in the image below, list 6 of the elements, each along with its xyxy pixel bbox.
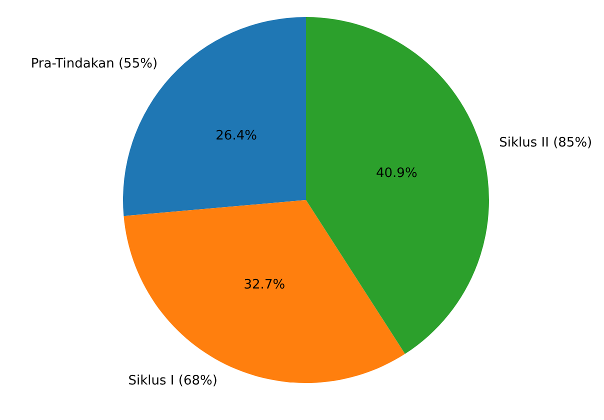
data-label: 26.4% bbox=[216, 128, 257, 144]
slice-label: Siklus II (85%) bbox=[499, 136, 592, 151]
data-label: 40.9% bbox=[376, 166, 418, 181]
slice-label: Pra-Tindakan (55%) bbox=[30, 56, 158, 72]
data-label: 32.7% bbox=[244, 277, 286, 292]
slice-label: Siklus I (68%) bbox=[128, 373, 218, 388]
